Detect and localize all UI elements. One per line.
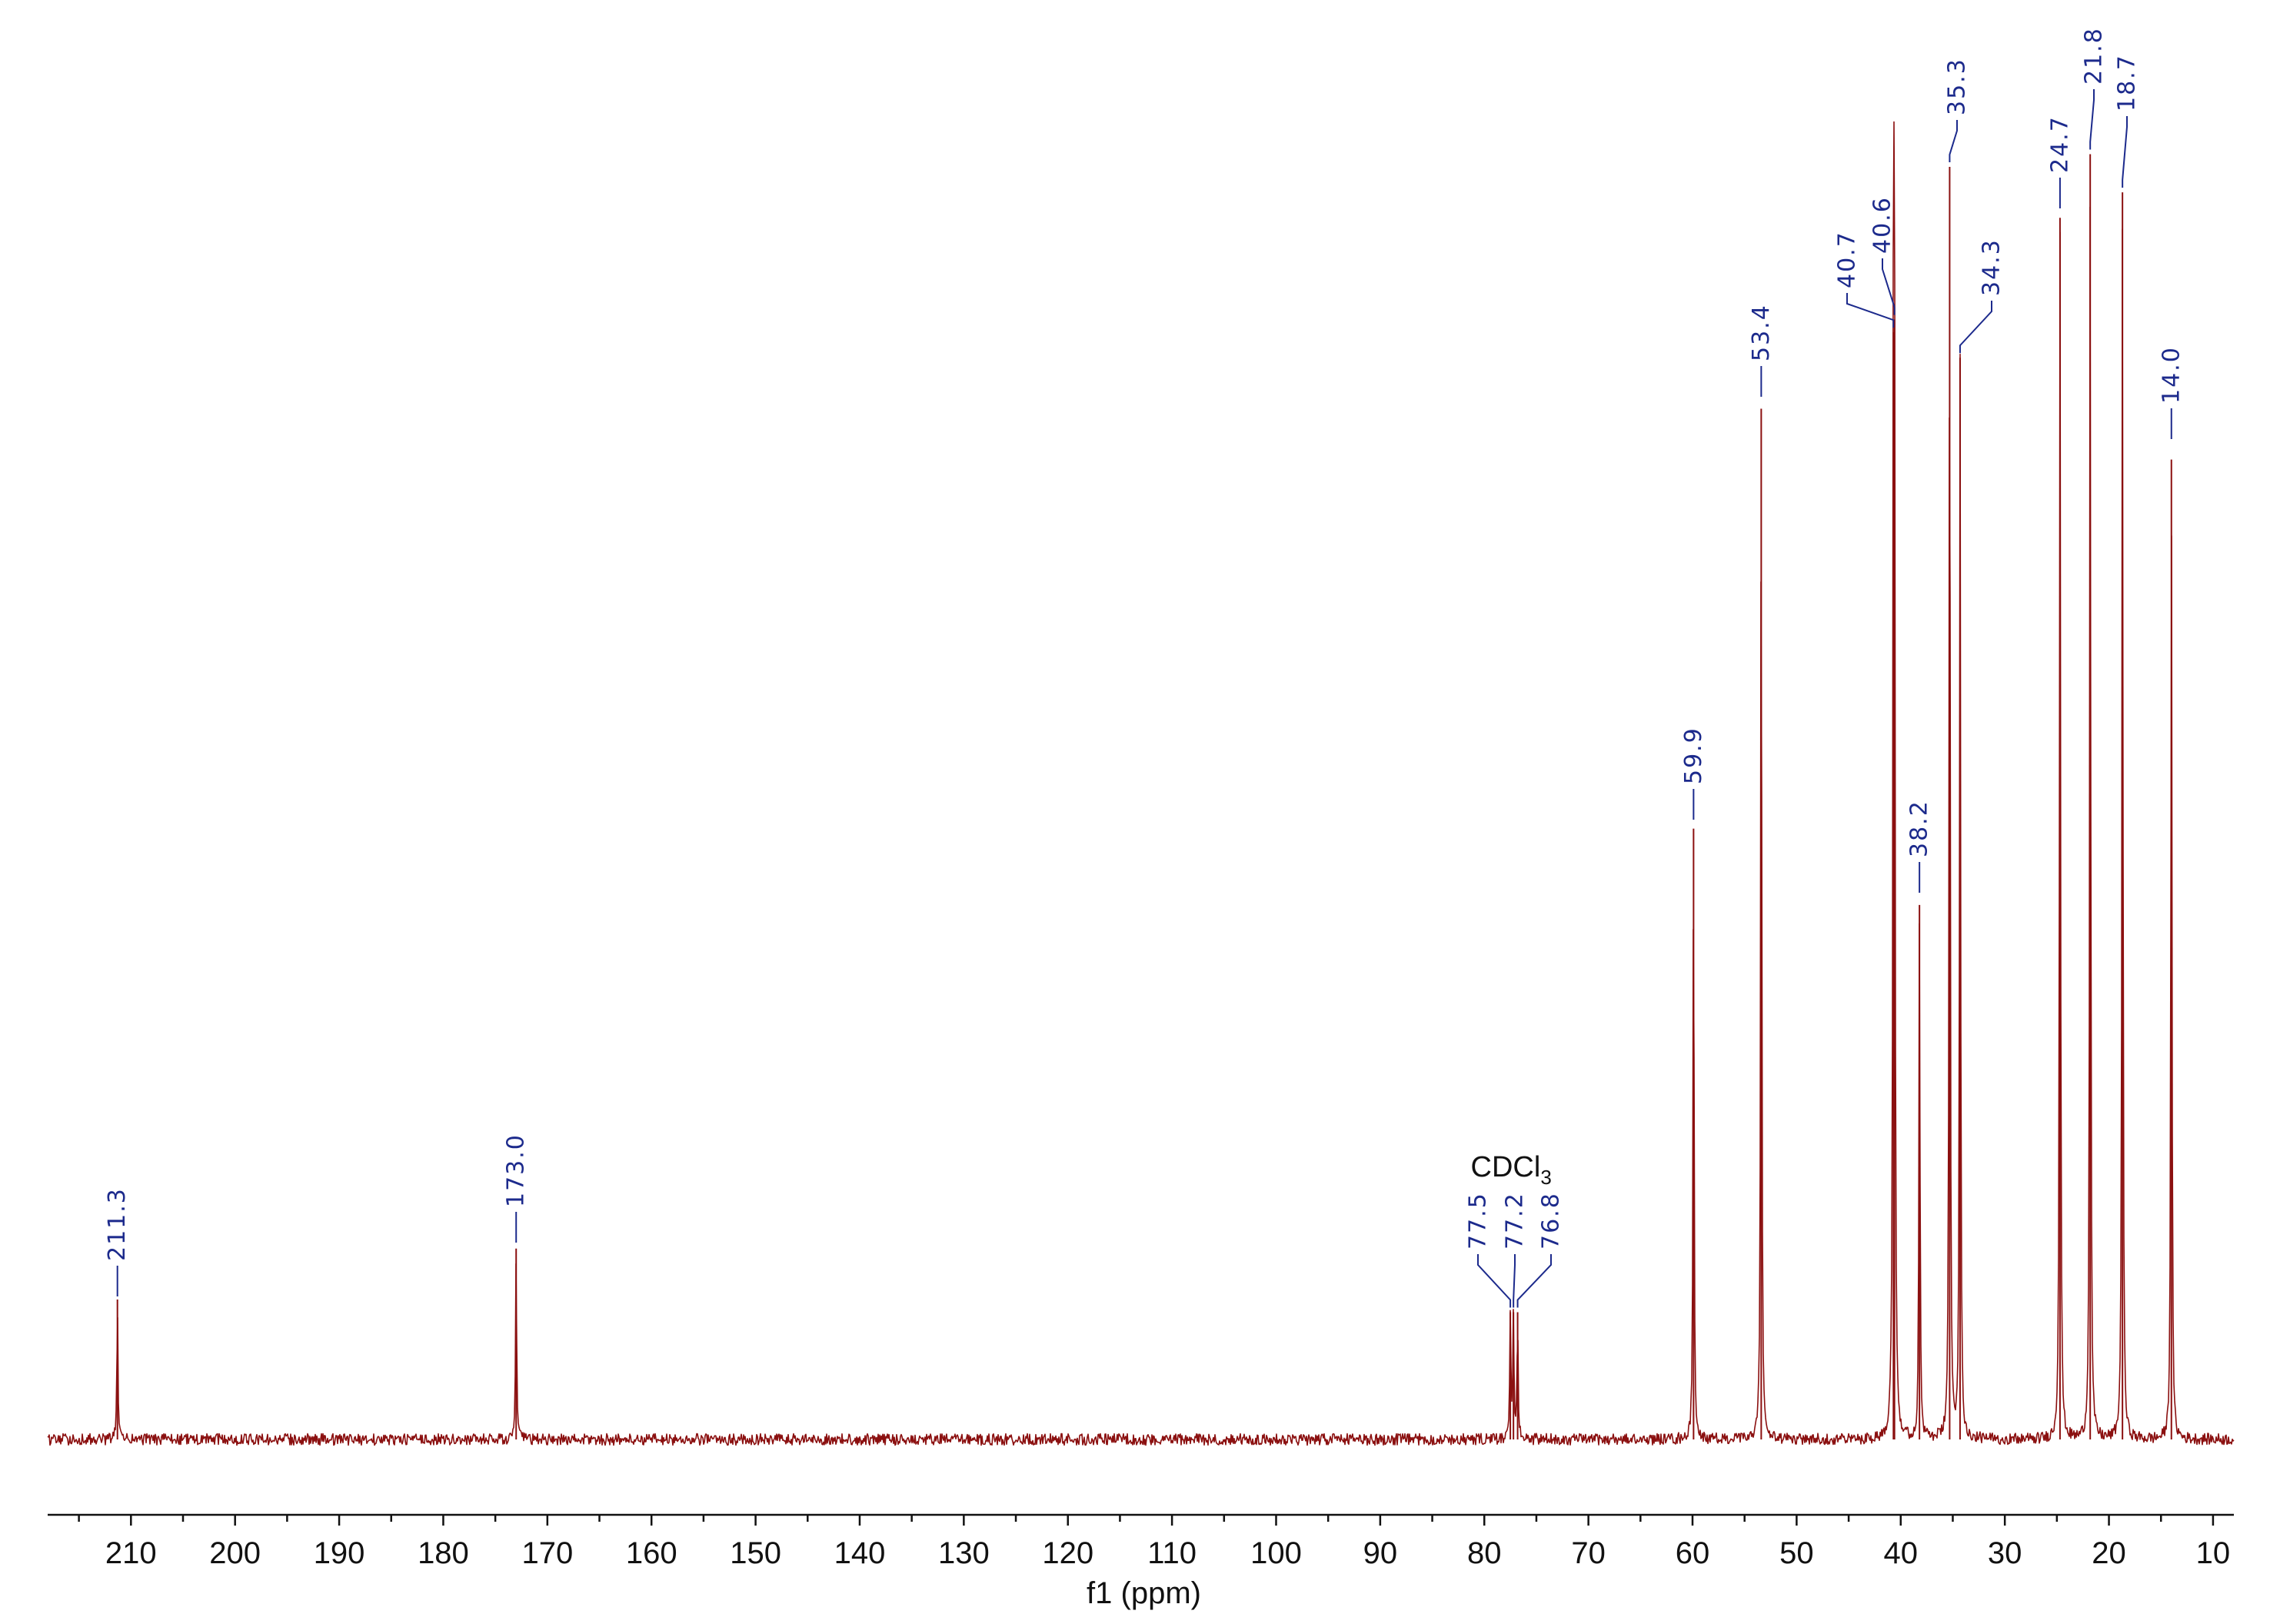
peak-label-connector (1846, 293, 1895, 328)
peak-label: 18.7 (2114, 54, 2141, 111)
peak-label: 40.7 (1834, 231, 1861, 288)
spectrum-trace (47, 121, 2235, 1446)
x-tick-label: 110 (1147, 1536, 1197, 1570)
x-tick-label: 210 (105, 1536, 157, 1570)
solvent-annotation-text: CDCl (1471, 1151, 1541, 1183)
x-tick-label: 120 (1042, 1536, 1093, 1570)
peak-label-connector (1516, 1254, 1552, 1308)
peak-label: 34.3 (1979, 238, 2005, 296)
x-tick-label: 20 (2092, 1536, 2126, 1570)
peak-label-group-40-7: 40.7 (1834, 231, 1895, 328)
peak-label-group-40-6: 40.6 (1869, 196, 1896, 315)
peak-label: 211.3 (104, 1187, 131, 1261)
x-tick-label: 80 (1467, 1536, 1502, 1570)
x-tick-label: 50 (1779, 1536, 1814, 1570)
x-axis-title: f1 (ppm) (1087, 1576, 1201, 1610)
peak-label-connector (1513, 1254, 1516, 1308)
peak-label-connector (1949, 120, 1958, 162)
peak-label: 40.6 (1869, 196, 1896, 254)
peak-label-group-173-0: 173.0 (503, 1133, 530, 1243)
peak-label-group-18-7: 18.7 (2114, 54, 2141, 188)
peak-label-group-77-2: 77.2 (1502, 1192, 1529, 1308)
x-tick-label: 90 (1363, 1536, 1398, 1570)
x-tick-label: 100 (1250, 1536, 1302, 1570)
peak-label: 77.2 (1502, 1192, 1529, 1250)
peak-label: 77.5 (1465, 1192, 1492, 1250)
peak-label-group-35-3: 35.3 (1944, 58, 1971, 162)
peak-label: 35.3 (1944, 58, 1971, 115)
peak-label-group-53-4: 53.4 (1748, 304, 1775, 397)
x-axis: 210 200 190 180 170 160 150 140 130 120 110 100 90 80… (48, 1513, 2234, 1570)
x-tick-label: 160 (626, 1536, 677, 1570)
peak-label-group-211-3: 211.3 (104, 1187, 131, 1296)
spectrum-layer (47, 121, 2235, 1446)
peak-label: 38.2 (1906, 800, 1933, 857)
peak-label-group-38-2: 38.2 (1906, 800, 1933, 893)
peak-label-connector (1477, 1254, 1512, 1308)
peak-label-connector (2089, 89, 2095, 150)
peak-label-connector (1882, 258, 1896, 315)
solvent-annotation: CDCl3 (1471, 1151, 1552, 1189)
x-tick-label: 60 (1676, 1536, 1710, 1570)
peak-label-group-14-0: 14.0 (2158, 346, 2185, 439)
x-tick-label: 200 (209, 1536, 261, 1570)
peak-label-connector (2122, 116, 2128, 188)
peak-label: 76.8 (1538, 1192, 1565, 1250)
peak-label: 14.0 (2158, 346, 2185, 404)
peak-label: 173.0 (503, 1133, 530, 1207)
x-tick-label: 130 (938, 1536, 990, 1570)
peak-label-group-77-5: 77.5 (1465, 1192, 1512, 1308)
x-tick-label: 180 (418, 1536, 469, 1570)
x-tick-label: 30 (1988, 1536, 2022, 1570)
peak-label-group-34-3: 34.3 (1959, 238, 2005, 354)
peak-labels-layer: 211.3 173.0 59.9 53.4 38.2 24.7 14.0 77.5 77.2 76… (104, 27, 2185, 1308)
peak-label: 53.4 (1748, 304, 1775, 361)
peak-label: 21.8 (2081, 27, 2108, 85)
x-tick-label: 150 (730, 1536, 781, 1570)
peak-label-connector (1959, 301, 1992, 354)
peak-label: 59.9 (1680, 727, 1707, 784)
x-tick-label: 140 (834, 1536, 886, 1570)
peak-label-group-24-7: 24.7 (2046, 115, 2073, 208)
x-tick-label: 10 (2196, 1536, 2231, 1570)
peak-label-group-76-8: 76.8 (1516, 1192, 1565, 1308)
x-tick-label: 70 (1571, 1536, 1606, 1570)
x-tick-label: 170 (521, 1536, 573, 1570)
peak-label: 24.7 (2046, 115, 2073, 173)
peak-label-group-21-8: 21.8 (2081, 27, 2108, 150)
solvent-annotation-subscript: 3 (1540, 1166, 1551, 1189)
peak-label-group-59-9: 59.9 (1680, 727, 1707, 820)
x-tick-label: 40 (1884, 1536, 1919, 1570)
x-tick-label: 190 (314, 1536, 365, 1570)
